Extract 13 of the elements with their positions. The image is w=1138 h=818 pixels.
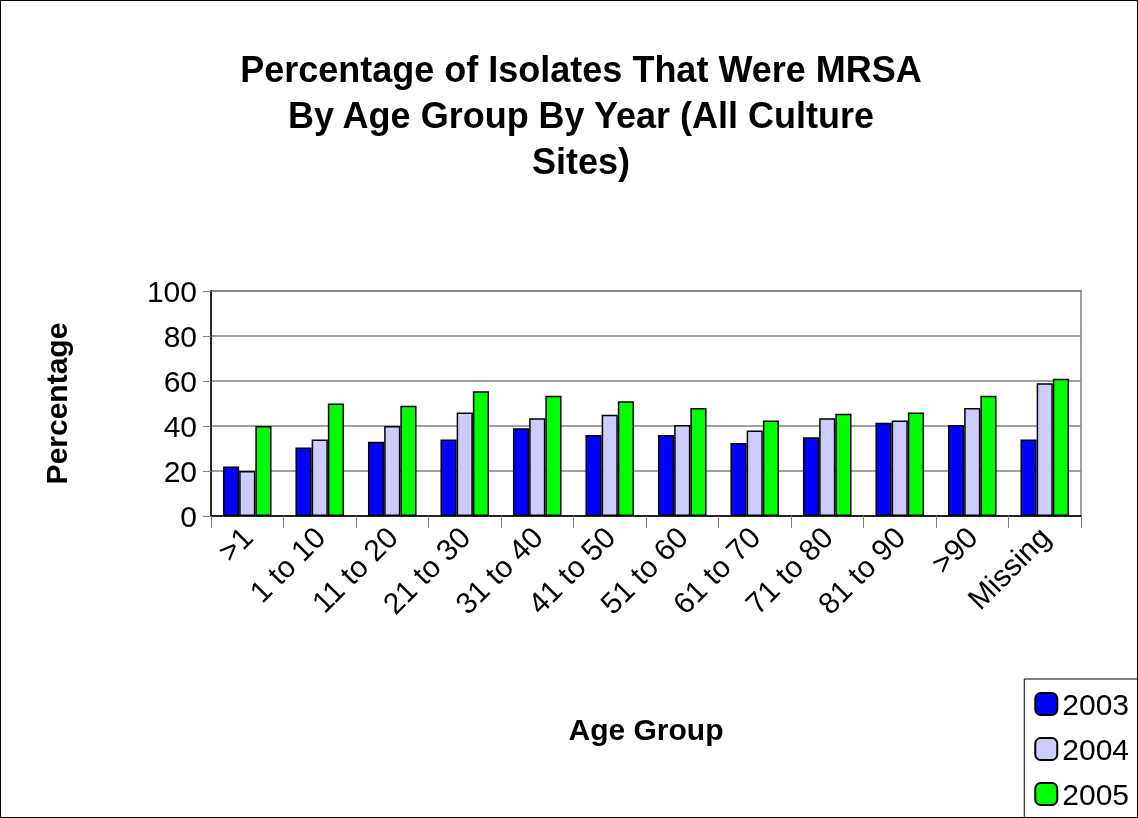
legend-label: 2003 [1062, 687, 1130, 721]
x-tick-label: >1 [211, 520, 259, 568]
x-axis-title: Age Group [568, 712, 724, 746]
y-tick-label: 0 [180, 499, 197, 533]
legend-label: 2005 [1062, 777, 1130, 811]
y-tick-label: 100 [146, 274, 197, 308]
y-tick-label: 20 [163, 454, 197, 488]
y-tick-label: 80 [163, 319, 197, 353]
y-tick-label: 40 [163, 409, 197, 443]
y-tick-label: 60 [163, 364, 197, 398]
y-axis-title: Percentage [39, 322, 73, 485]
legend-label: 2004 [1062, 732, 1130, 766]
chart-title: Percentage of Isolates That Were MRSA By Age Group By Year (All Culture Sites) [240, 48, 922, 182]
